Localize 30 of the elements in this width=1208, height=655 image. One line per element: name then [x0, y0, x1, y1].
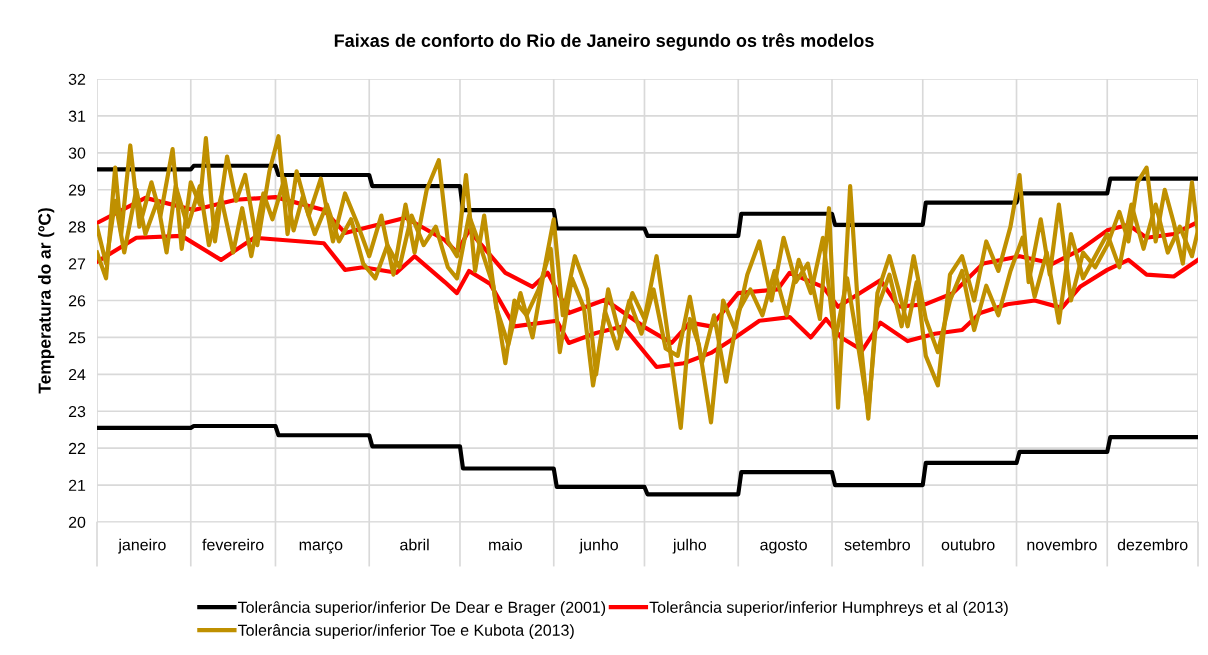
y-tick-label: 32: [68, 73, 86, 85]
y-tick-label: 25: [68, 332, 86, 344]
y-tick-label: 29: [68, 184, 86, 196]
y-tick-label: 30: [68, 147, 86, 159]
x-tick-label: setembro: [844, 538, 910, 551]
x-tick-label: junho: [579, 538, 618, 554]
y-axis-title: Temperatura do ar (ºC): [38, 208, 55, 394]
x-tick-label: agosto: [760, 539, 807, 554]
y-tick-label: 31: [68, 110, 86, 122]
y-tick-label: 20: [68, 516, 86, 528]
legend-label: Tolerância superior/inferior Toe e Kubota (2013): [238, 624, 574, 640]
x-tick-label: janeiro: [118, 538, 166, 554]
x-tick-label: maio: [489, 538, 522, 551]
y-tick-label: 27: [68, 258, 86, 270]
x-tick-label: abril: [400, 538, 429, 551]
x-tick-label: novembro: [1027, 538, 1097, 551]
x-tick-label: julho: [672, 538, 707, 554]
chart-title: Faixas de conforto do Rio de Janeiro segundo os três modelos: [334, 33, 874, 51]
y-tick-label: 28: [68, 221, 86, 233]
y-tick-label: 26: [68, 295, 86, 307]
y-tick-label: 22: [68, 442, 86, 454]
y-tick-label: 24: [68, 368, 86, 381]
x-tick-label: outubro: [941, 538, 995, 551]
legend-label: Tolerância superior/inferior Humphreys et al (2013): [649, 601, 1008, 617]
y-tick-label: 23: [68, 405, 86, 418]
x-tick-label: dezembro: [1117, 538, 1188, 551]
x-tick-label: março: [299, 541, 343, 554]
legend-label: Tolerância superior/inferior De Dear e Brager (2001): [238, 601, 606, 617]
x-tick-label: fevereiro: [202, 538, 264, 551]
y-tick-label: 21: [68, 479, 86, 491]
